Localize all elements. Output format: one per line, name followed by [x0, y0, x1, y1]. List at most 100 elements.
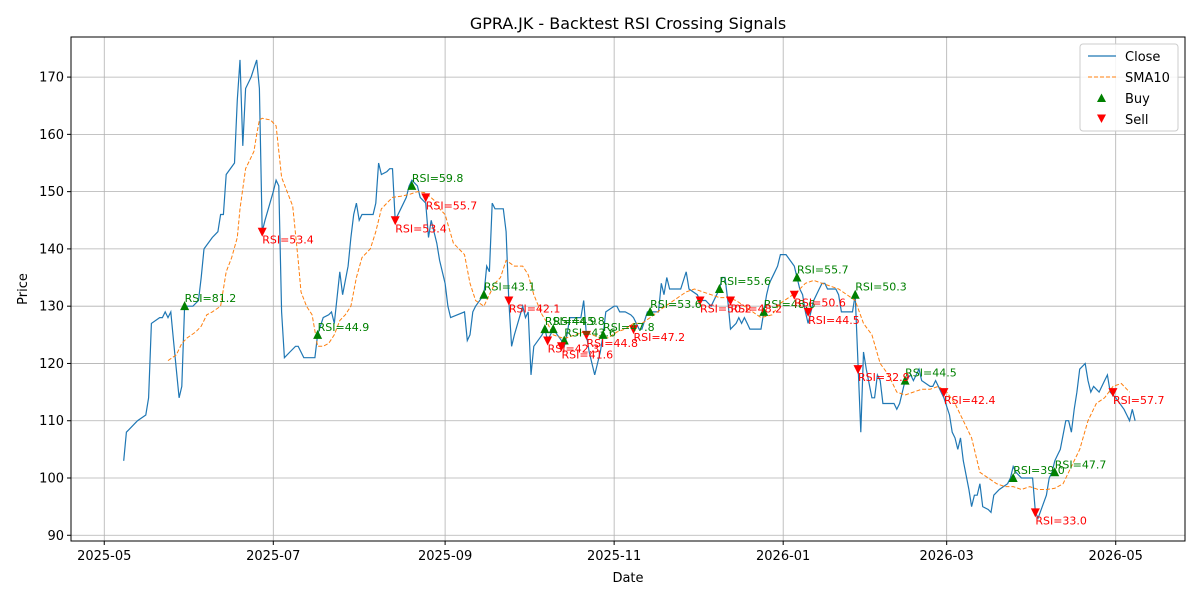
sell-signal-label: RSI=44.5: [808, 314, 860, 327]
buy-signal-label: RSI=81.2: [185, 292, 237, 305]
x-axis: 2025-05 2025-07 2025-09 2025-11 2026-01 2026-…: [77, 541, 1143, 564]
buy-signal-label: RSI=48.6: [764, 298, 816, 311]
y-axis-title: Price: [16, 273, 31, 305]
y-axis: 90 100 110 120 130 140 150 160 170: [39, 71, 71, 544]
plot-lines: [123, 59, 1136, 520]
sell-signal-marker: [556, 342, 566, 352]
buy-signal-label: RSI=44.9: [545, 315, 597, 328]
buy-signal-label: RSI=44.9: [318, 321, 370, 334]
x-tick-label: 2026-01: [756, 549, 810, 564]
y-tick-label: 160: [39, 128, 64, 143]
y-tick-label: 120: [39, 357, 64, 372]
buy-signal-marker: [792, 272, 802, 282]
buy-signal-marker: [407, 180, 417, 190]
y-tick-label: 130: [39, 300, 64, 315]
x-tick-label: 2025-09: [418, 549, 472, 564]
buy-signal-marker: [598, 329, 608, 339]
sell-signal-label: RSI=48.2: [731, 302, 783, 315]
sell-signal-marker: [257, 227, 267, 237]
x-tick-label: 2025-11: [587, 549, 641, 564]
buy-signal-label: RSI=59.8: [412, 172, 464, 185]
buy-signal-label: RSI=45.8: [553, 315, 605, 328]
buy-signal-label: RSI=50.3: [855, 281, 907, 294]
x-tick-label: 2026-03: [920, 549, 974, 564]
sell-signal-marker: [581, 330, 591, 340]
legend-box: [1079, 43, 1179, 132]
sell-signal-label: RSI=41.6: [561, 348, 613, 361]
buy-signal-label: RSI=47.7: [1055, 458, 1107, 471]
buy-signal-marker: [548, 324, 558, 334]
sell-signal-label: RSI=33.0: [1035, 514, 1087, 527]
legend-buy-label: Buy: [1125, 92, 1150, 107]
sell-signal-marker: [853, 365, 863, 375]
buy-signal-label: RSI=55.6: [719, 275, 771, 288]
buy-signal-label: RSI=39.0: [1013, 464, 1065, 477]
sell-signal-label: RSI=50.6: [794, 297, 846, 310]
sell-signal-label: RSI=53.4: [395, 222, 447, 235]
sell-signal-label: RSI=32.9: [858, 371, 910, 384]
buy-signal-marker: [900, 375, 910, 385]
sell-signal-marker: [939, 388, 949, 398]
buy-signal-label: RSI=55.7: [797, 264, 849, 277]
sell-signal-marker: [726, 296, 736, 306]
legend: Close SMA10 Buy Sell: [1079, 43, 1179, 132]
sell-signal-marker: [543, 336, 553, 346]
legend-close-label: Close: [1125, 50, 1160, 65]
x-tick-label: 2025-05: [77, 549, 131, 564]
y-tick-label: 100: [39, 472, 64, 487]
sell-signal-label: RSI=53.4: [262, 234, 314, 247]
sell-signal-marker: [629, 325, 639, 335]
legend-sma10-label: SMA10: [1125, 71, 1170, 86]
sell-signal-marker: [504, 296, 514, 306]
sell-signal-label: RSI=50.2: [700, 302, 752, 315]
x-tick-label: 2026-05: [1089, 549, 1143, 564]
buy-signal-label: RSI=44.5: [905, 367, 957, 380]
buy-signal-marker: [714, 284, 724, 293]
legend-sell-marker: [1097, 114, 1106, 123]
buy-signal-marker: [1008, 473, 1018, 482]
buy-signal-marker: [180, 301, 190, 311]
y-tick-label: 150: [39, 185, 64, 200]
chart-title: GPRA.JK - Backtest RSI Crossing Signals: [470, 14, 786, 33]
buy-signal-marker: [645, 306, 655, 316]
y-tick-label: 170: [39, 71, 64, 86]
sell-signal-marker: [803, 307, 813, 317]
buy-signal-label: RSI=43.6: [564, 327, 616, 340]
buy-signal-marker: [540, 324, 550, 334]
buy-signal-marker: [850, 289, 860, 299]
series-line-sma10: [167, 117, 1130, 491]
buy-signal-marker: [479, 289, 489, 299]
buy-signal-label: RSI=43.1: [484, 281, 536, 294]
y-tick-label: 110: [39, 414, 64, 429]
sell-signal-label: RSI=47.2: [634, 331, 686, 344]
legend-sell-label: Sell: [1125, 113, 1148, 128]
sell-signal-marker: [1108, 388, 1118, 398]
x-axis-title: Date: [612, 571, 643, 586]
buy-signal-label: RSI=53.6: [650, 298, 702, 311]
grid: [71, 37, 1185, 541]
sell-signal-label: RSI=42.3: [548, 343, 600, 356]
sell-signal-label: RSI=42.1: [509, 302, 561, 315]
legend-buy-marker: [1097, 93, 1106, 102]
sell-signal-label: RSI=57.7: [1113, 394, 1165, 407]
sell-signal-marker: [695, 296, 705, 306]
signal-markers: [180, 180, 1118, 518]
buy-signal-marker: [1050, 467, 1060, 477]
sell-signal-label: RSI=55.7: [426, 199, 478, 212]
y-tick-label: 140: [39, 242, 64, 257]
y-tick-label: 90: [47, 529, 64, 544]
sell-signal-label: RSI=42.4: [944, 394, 996, 407]
sell-signal-marker: [390, 216, 400, 226]
signal-labels: RSI=81.2 RSI=44.9 RSI=59.8 RSI=43.1 RSI=44.9…: [185, 172, 1165, 527]
sell-signal-marker: [421, 193, 431, 203]
x-tick-label: 2025-07: [246, 549, 300, 564]
buy-signal-label: RSI=47.8: [603, 321, 655, 334]
sell-signal-marker: [789, 290, 799, 300]
series-line-close: [123, 59, 1136, 520]
sell-signal-marker: [1030, 508, 1040, 518]
sell-signal-label: RSI=44.8: [586, 337, 638, 350]
buy-signal-marker: [313, 329, 323, 339]
plot-frame: [70, 36, 1186, 542]
